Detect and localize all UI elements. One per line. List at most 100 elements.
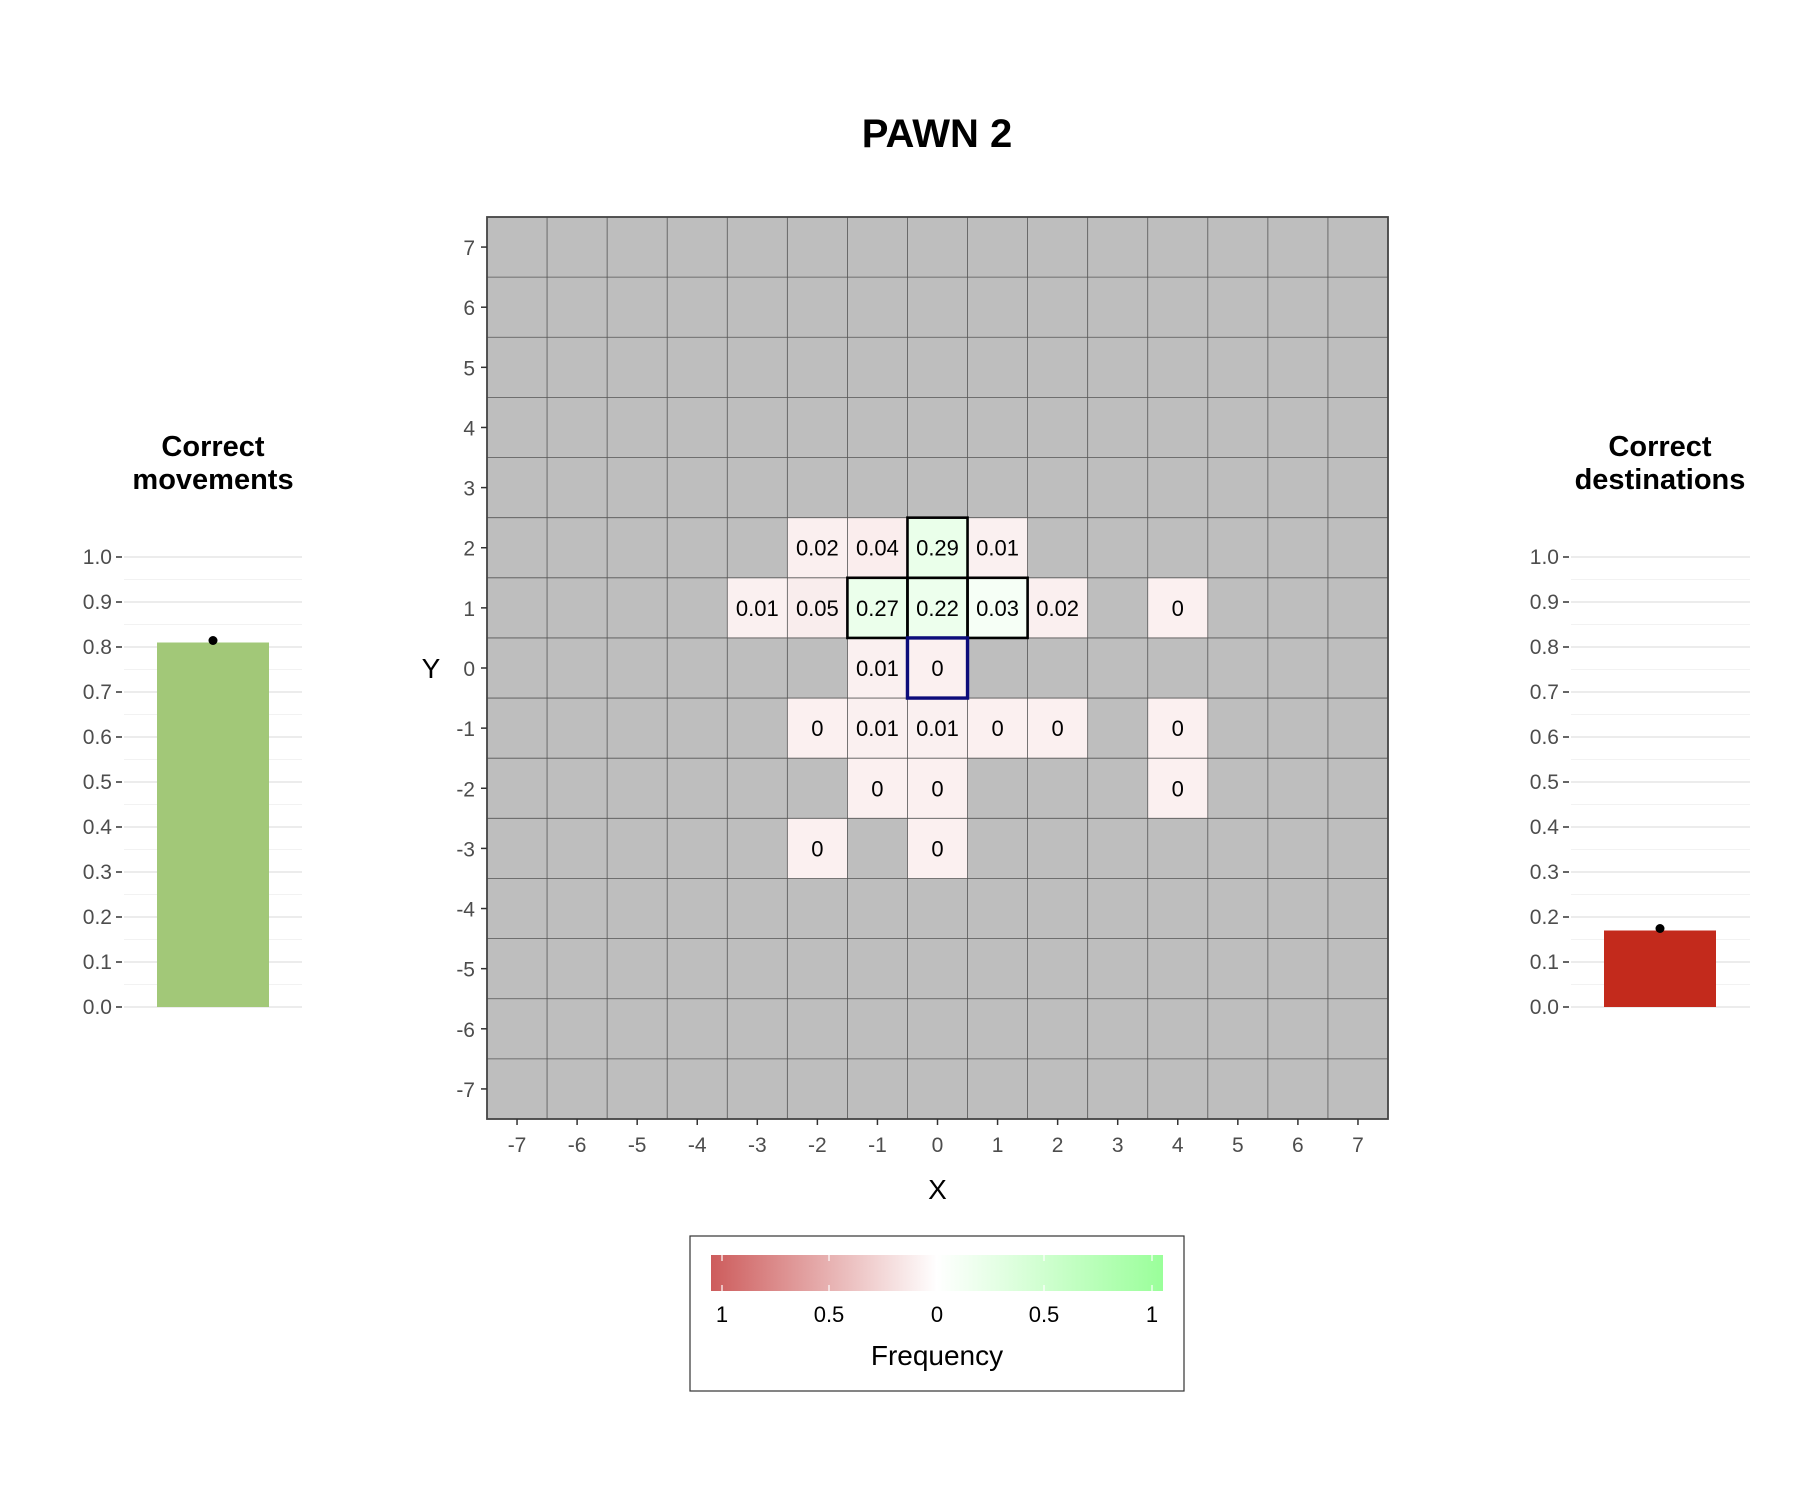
y-tick-label: -6 xyxy=(456,1019,475,1042)
heatmap-cell xyxy=(847,517,908,578)
cell-value-label: 0 xyxy=(1052,716,1064,741)
panel-title-line: destinations xyxy=(1575,464,1746,496)
heatmap-cell xyxy=(1147,758,1208,819)
cell-value-label: 0.04 xyxy=(856,536,899,561)
heatmap-cell xyxy=(967,577,1028,638)
x-tick-label: -3 xyxy=(748,1134,767,1157)
heatmap-cell xyxy=(727,577,788,638)
correct-cell-outline xyxy=(966,576,1029,640)
origin-cell-outline xyxy=(905,636,970,700)
x-tick-label: 3 xyxy=(1112,1134,1124,1157)
y-tick-label: 4 xyxy=(463,417,475,440)
heatmap-cell xyxy=(1147,577,1208,638)
cell-value-label: 0.05 xyxy=(796,596,839,621)
bar-y-tick-label: 0.5 xyxy=(83,771,112,794)
bar-y-tick-label: 1.0 xyxy=(83,546,112,569)
legend-title: Frequency xyxy=(871,1340,1003,1371)
cell-value-label: 0 xyxy=(931,776,943,801)
y-tick-label: -2 xyxy=(456,778,475,801)
bar-y-tick-label: 0.4 xyxy=(83,816,113,839)
bar-y-tick-label: 1.0 xyxy=(1530,546,1559,569)
cell-value-label: 0 xyxy=(1172,776,1184,801)
legend-tick-label: 0.5 xyxy=(1029,1302,1060,1327)
x-tick-label: 5 xyxy=(1232,1134,1244,1157)
heatmap-cell xyxy=(847,577,908,638)
heatmap-cell xyxy=(907,577,968,638)
cell-value-label: 0.29 xyxy=(916,536,959,561)
heatmap-cell xyxy=(847,758,908,819)
bar-y-tick-label: 0.7 xyxy=(1530,681,1559,704)
y-tick-label: 1 xyxy=(463,598,475,621)
cell-value-label: 0 xyxy=(931,656,943,681)
heatmap-cell xyxy=(847,698,908,759)
y-tick-label: 0 xyxy=(463,658,475,681)
x-tick-label: 0 xyxy=(932,1134,944,1157)
x-tick-label: 4 xyxy=(1172,1134,1184,1157)
bar-y-tick-label: 0.9 xyxy=(83,591,112,614)
y-tick-label: -7 xyxy=(456,1079,475,1102)
x-tick-label: 7 xyxy=(1352,1134,1364,1157)
cell-value-label: 0 xyxy=(811,716,823,741)
x-tick-label: -6 xyxy=(568,1134,587,1157)
x-tick-label: -4 xyxy=(688,1134,707,1157)
bar-y-tick-label: 0.9 xyxy=(1530,591,1559,614)
cell-value-label: 0 xyxy=(811,836,823,861)
cell-value-label: 0.01 xyxy=(856,656,899,681)
heatmap-cell xyxy=(907,517,968,578)
legend-tick-label: 0 xyxy=(931,1302,943,1327)
y-tick-label: 2 xyxy=(463,538,475,561)
bar-y-tick-label: 0.0 xyxy=(1530,996,1559,1019)
cell-value-label: 0 xyxy=(931,836,943,861)
x-tick-label: 2 xyxy=(1052,1134,1064,1157)
y-tick-label: 6 xyxy=(463,297,475,320)
bar-y-tick-label: 0.5 xyxy=(1530,771,1559,794)
legend-tick-label: 1 xyxy=(716,1302,728,1327)
bar-y-tick-label: 0.1 xyxy=(83,951,112,974)
y-tick-label: 3 xyxy=(463,478,475,501)
x-tick-label: -2 xyxy=(808,1134,827,1157)
cell-value-label: 0.02 xyxy=(1036,596,1079,621)
heatmap-cell xyxy=(847,637,908,699)
cell-value-label: 0 xyxy=(1172,596,1184,621)
bar-y-tick-label: 0.7 xyxy=(83,681,112,704)
bar-y-tick-label: 0.8 xyxy=(83,636,112,659)
y-tick-label: -5 xyxy=(456,959,475,982)
cell-value-label: 0 xyxy=(991,716,1003,741)
panel-title-line: Correct xyxy=(1608,431,1711,463)
y-tick-label: 7 xyxy=(463,237,475,260)
cell-value-label: 0.22 xyxy=(916,596,959,621)
x-tick-label: 6 xyxy=(1292,1134,1304,1157)
y-axis-label: Y xyxy=(422,653,441,684)
bar-y-tick-label: 0.1 xyxy=(1530,951,1559,974)
bar-y-tick-label: 0.8 xyxy=(1530,636,1559,659)
bar xyxy=(157,642,269,1007)
panel-title-line: movements xyxy=(132,464,293,496)
cell-value-label: 0.27 xyxy=(856,596,899,621)
heatmap-cell xyxy=(907,758,968,819)
bar-y-tick-label: 0.3 xyxy=(83,861,112,884)
bar-y-tick-label: 0.3 xyxy=(1530,861,1559,884)
legend-tick-label: 0.5 xyxy=(814,1302,845,1327)
bar-y-tick-label: 0.0 xyxy=(83,996,112,1019)
heatmap-cell xyxy=(1027,577,1088,638)
cell-value-label: 0.01 xyxy=(976,536,1019,561)
heatmap-cell xyxy=(907,698,968,759)
cell-value-label: 0.01 xyxy=(856,716,899,741)
heatmap-cell xyxy=(787,517,848,578)
bar-y-tick-label: 0.2 xyxy=(1530,906,1559,929)
bar-y-tick-label: 0.6 xyxy=(1530,726,1559,749)
bar-y-tick-label: 0.6 xyxy=(83,726,112,749)
heatmap-cell xyxy=(967,698,1028,759)
cell-value-label: 0.03 xyxy=(976,596,1019,621)
x-tick-label: 1 xyxy=(992,1134,1004,1157)
y-tick-label: -4 xyxy=(456,899,475,922)
frequency-legend: 1 0.5 0 0.5 1 Frequency xyxy=(689,1235,1185,1392)
bar-y-tick-label: 0.2 xyxy=(83,906,112,929)
heatmap-cell xyxy=(787,818,848,879)
bar xyxy=(1604,930,1716,1007)
x-tick-label: -7 xyxy=(508,1134,527,1157)
cell-value-label: 0.01 xyxy=(736,596,779,621)
x-axis-label: X xyxy=(928,1174,947,1205)
